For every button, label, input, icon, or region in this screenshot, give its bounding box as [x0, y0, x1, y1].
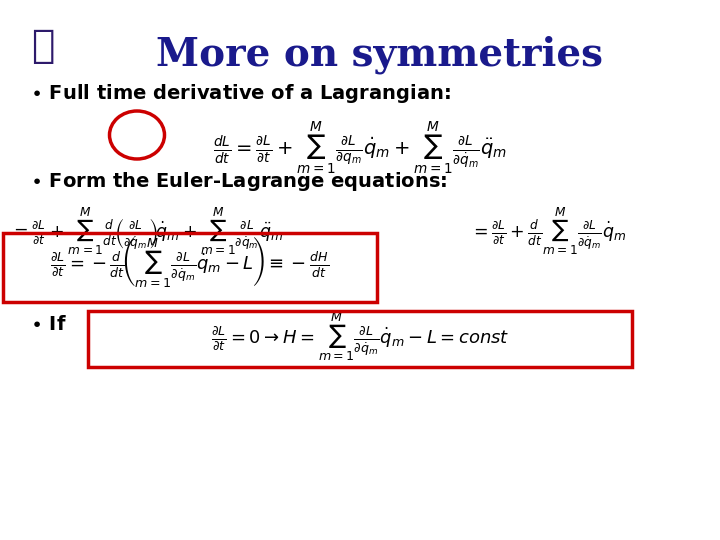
Text: $\bullet$ Full time derivative of a Lagrangian:: $\bullet$ Full time derivative of a Lagr…	[30, 82, 451, 105]
Text: 🦎: 🦎	[32, 27, 55, 65]
Text: $\frac{dL}{dt} = \frac{\partial L}{\partial t} + \sum_{m=1}^{M} \frac{\partial L: $\frac{dL}{dt} = \frac{\partial L}{\part…	[213, 120, 507, 176]
Text: $\bullet$ Form the Euler-Lagrange equations:: $\bullet$ Form the Euler-Lagrange equati…	[30, 170, 447, 193]
Text: More on symmetries: More on symmetries	[156, 35, 603, 73]
Text: $= \frac{\partial L}{\partial t} + \sum_{m=1}^{M} \frac{d}{dt}\!\left(\frac{\par: $= \frac{\partial L}{\partial t} + \sum_…	[10, 205, 284, 256]
Text: $\frac{\partial L}{\partial t} = 0 \rightarrow H = \sum_{m=1}^{M} \frac{\partial: $\frac{\partial L}{\partial t} = 0 \righ…	[211, 310, 509, 363]
Text: $= \frac{\partial L}{\partial t} + \frac{d}{dt} \sum_{m=1}^{M} \frac{\partial L}: $= \frac{\partial L}{\partial t} + \frac…	[470, 205, 626, 256]
Text: $\bullet$ If: $\bullet$ If	[30, 315, 67, 334]
Text: $\frac{\partial L}{\partial t} = -\frac{d}{dt}\!\left(\sum_{m=1}^{M} \frac{\part: $\frac{\partial L}{\partial t} = -\frac{…	[50, 234, 330, 289]
